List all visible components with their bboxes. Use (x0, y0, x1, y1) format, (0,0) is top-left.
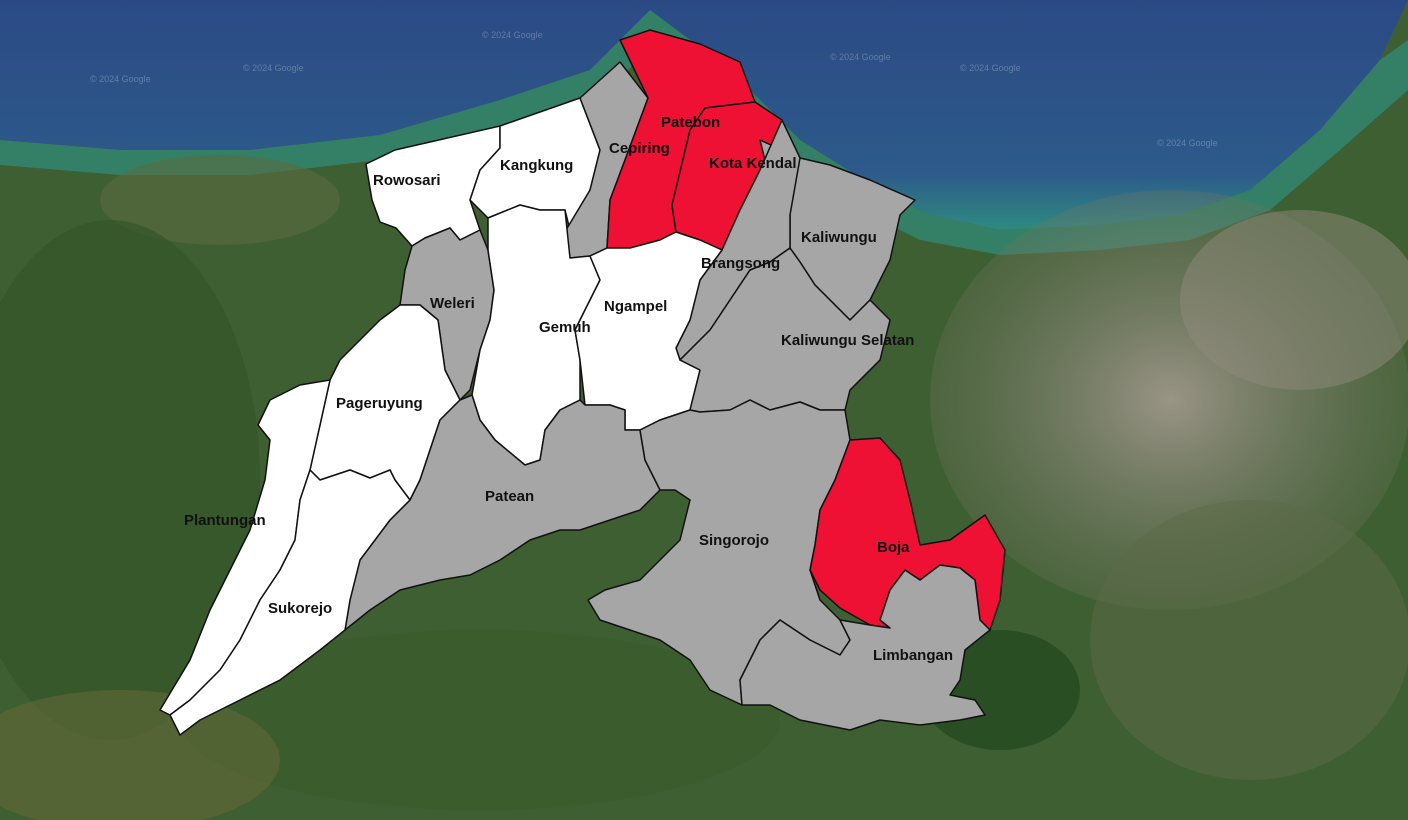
label-kaliwungu: Kaliwungu (801, 229, 877, 246)
google-watermarks: © 2024 Google © 2024 Google © 2024 Googl… (90, 30, 1218, 148)
label-limbangan: Limbangan (873, 647, 953, 664)
watermark: © 2024 Google (90, 74, 151, 84)
label-gemuh: Gemuh (539, 319, 591, 336)
label-pageruyung: Pageruyung (336, 395, 423, 412)
label-patean: Patean (485, 488, 534, 505)
label-kangkung: Kangkung (500, 157, 573, 174)
watermark: © 2024 Google (830, 52, 891, 62)
district-polygons (159, 29, 1006, 736)
district-labels: Rowosari Kangkung Cepiring Patebon Kota … (184, 114, 953, 664)
district-sukorejo[interactable] (169, 469, 411, 736)
label-sukorejo: Sukorejo (268, 600, 332, 617)
watermark: © 2024 Google (243, 63, 304, 73)
label-ngampel: Ngampel (604, 298, 667, 315)
label-kaliwungu-selatan: Kaliwungu Selatan (781, 332, 914, 349)
label-plantungan: Plantungan (184, 512, 266, 529)
label-cepiring: Cepiring (609, 140, 670, 157)
label-boja: Boja (877, 539, 910, 556)
label-singorojo: Singorojo (699, 532, 769, 549)
district-limbangan[interactable] (739, 564, 991, 731)
label-weleri: Weleri (430, 295, 475, 312)
watermark: © 2024 Google (960, 63, 1021, 73)
label-patebon: Patebon (661, 114, 720, 131)
watermark: © 2024 Google (482, 30, 543, 40)
watermark: © 2024 Google (1157, 138, 1218, 148)
label-brangsong: Brangsong (701, 255, 780, 272)
label-kota-kendal: Kota Kendal (709, 155, 797, 172)
label-rowosari: Rowosari (373, 172, 441, 189)
